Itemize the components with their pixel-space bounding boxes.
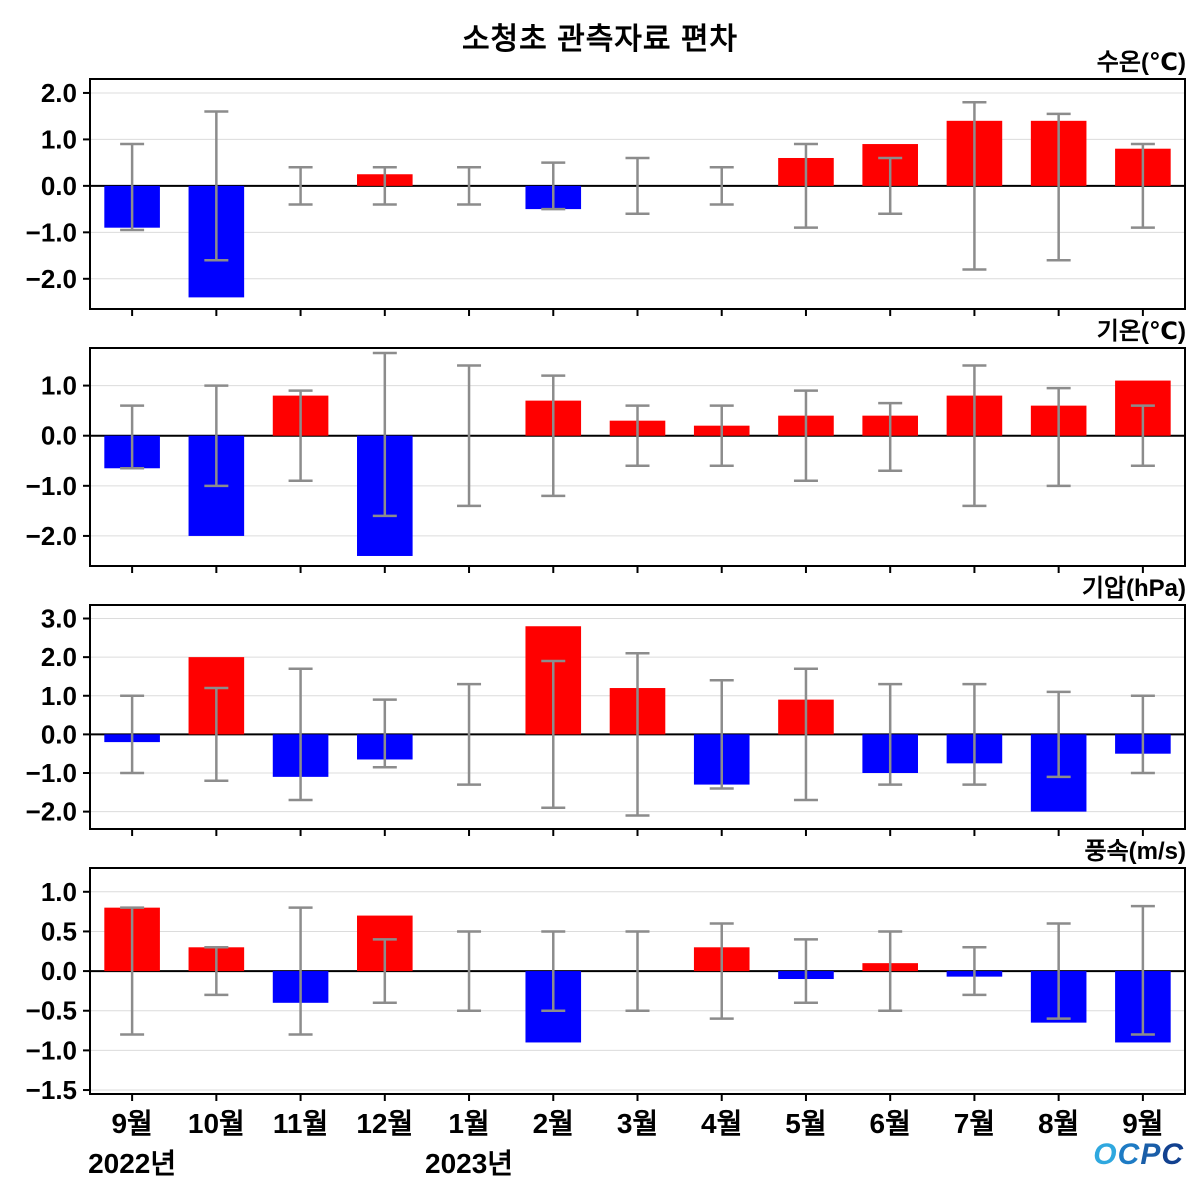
y-tick-label: −2.0 — [26, 521, 77, 551]
chart-svg-1: 1.0 0.0 −1.0 −2.0 — [26, 347, 1186, 573]
y-tick-label: −1.0 — [26, 758, 77, 788]
y-tick-label: 0.0 — [41, 421, 77, 451]
y-axis: 2.0 1.0 0.0 −1.0 −2.0 — [26, 78, 1144, 316]
x-axis-label: 1월 — [448, 1108, 490, 1139]
y-tick-label: 1.0 — [41, 877, 77, 907]
chart-title-air-temp: 기온(℃) — [1096, 318, 1186, 345]
year-label: 2022년 — [88, 1148, 177, 1179]
chart-title-wind-speed: 풍속(m/s) — [1084, 838, 1187, 865]
error-bars — [120, 100, 1155, 271]
x-axis-label: 3월 — [616, 1108, 659, 1139]
y-tick-label: 0.0 — [41, 956, 77, 986]
year-label: 2023년 — [425, 1148, 514, 1179]
y-tick-label: −2.0 — [26, 264, 77, 294]
error-bars — [120, 351, 1155, 518]
x-axis-label: 11월 — [272, 1108, 329, 1139]
y-tick-label: 1.0 — [41, 681, 77, 711]
year-labels-row: 2022년 2023년 OCPC — [0, 1136, 1200, 1180]
panel-wind-speed: 풍속(m/s) 1.0 0.5 0.0 −0.5 −1.0 −1.5 — [0, 837, 1200, 1102]
error-bars — [120, 652, 1155, 817]
logo: OCPC — [1093, 1138, 1184, 1172]
panel-air-temp: 기온(℃) 1.0 0.0 −1.0 −2.0 — [0, 317, 1200, 574]
x-axis-label: 6월 — [869, 1108, 911, 1139]
x-axis-label: 12월 — [356, 1108, 414, 1139]
chart-plot-wind-speed: 1.0 0.5 0.0 −0.5 −1.0 −1.5 — [0, 867, 1200, 1102]
x-axis-label: 7월 — [953, 1108, 996, 1139]
logo-letter: C — [1161, 1138, 1184, 1171]
y-tick-label: −1.0 — [26, 471, 77, 501]
error-bars — [120, 904, 1155, 1036]
chart-plot-pressure: 3.0 2.0 1.0 0.0 −1.0 −2.0 — [0, 604, 1200, 837]
chart-svg-3: 1.0 0.5 0.0 −0.5 −1.0 −1.5 — [26, 867, 1186, 1102]
y-tick-label: −0.5 — [26, 996, 77, 1026]
grid-lines — [90, 385, 1185, 537]
x-axis-label: 10월 — [187, 1108, 245, 1139]
y-tick-label: 1.0 — [41, 124, 77, 154]
x-axis-label: 8월 — [1037, 1108, 1080, 1139]
y-tick-label: −1.0 — [26, 1035, 77, 1065]
y-tick-label: 0.5 — [41, 916, 77, 946]
y-tick-label: 1.0 — [41, 371, 77, 401]
page-title: 소청초 관측자료 편차 — [461, 23, 739, 56]
panel-pressure: 기압(hPa) 3.0 2.0 1.0 0.0 −1.0 −2.0 — [0, 574, 1200, 837]
logo-letter: O — [1093, 1138, 1118, 1171]
y-axis: 3.0 2.0 1.0 0.0 −1.0 −2.0 — [26, 604, 1144, 836]
grid-lines — [90, 92, 1185, 280]
x-axis-label: 9월 — [111, 1108, 153, 1139]
x-axis-labels: 9월 10월 11월 12월 1월 2월 3월 4월 5월 6월 7월 8월 9월 — [0, 1102, 1200, 1139]
chart-svg-0: 2.0 1.0 0.0 −1.0 −2.0 — [26, 78, 1186, 316]
panel-water-temp: 수온(℃) 2.0 1.0 0.0 −1.0 −2.0 — [0, 48, 1200, 317]
y-tick-label: −1.5 — [26, 1075, 77, 1102]
y-tick-label: 0.0 — [41, 719, 77, 749]
chart-title-pressure: 기압(hPa) — [1081, 575, 1186, 602]
y-axis: 1.0 0.5 0.0 −0.5 −1.0 −1.5 — [26, 877, 1144, 1102]
y-tick-label: −2.0 — [26, 797, 77, 827]
chart-svg-2: 3.0 2.0 1.0 0.0 −1.0 −2.0 — [26, 604, 1186, 836]
chart-plot-water-temp: 2.0 1.0 0.0 −1.0 −2.0 — [0, 78, 1200, 317]
y-tick-label: −1.0 — [26, 217, 77, 247]
chart-title-water-temp: 수온(℃) — [1096, 49, 1186, 76]
x-axis-label: 9월 — [1122, 1108, 1164, 1139]
y-tick-label: 2.0 — [41, 642, 77, 672]
x-axis-label: 2월 — [532, 1108, 574, 1139]
y-axis: 1.0 0.0 −1.0 −2.0 — [26, 371, 1144, 573]
chart-plot-air-temp: 1.0 0.0 −1.0 −2.0 — [0, 347, 1200, 574]
logo-letter: P — [1140, 1138, 1162, 1171]
y-tick-label: 0.0 — [41, 171, 77, 201]
x-axis-label: 4월 — [701, 1108, 743, 1139]
y-tick-label: 2.0 — [41, 78, 77, 108]
x-axis-label: 5월 — [785, 1108, 827, 1139]
y-tick-label: 3.0 — [41, 604, 77, 634]
logo-letter: C — [1117, 1138, 1141, 1171]
